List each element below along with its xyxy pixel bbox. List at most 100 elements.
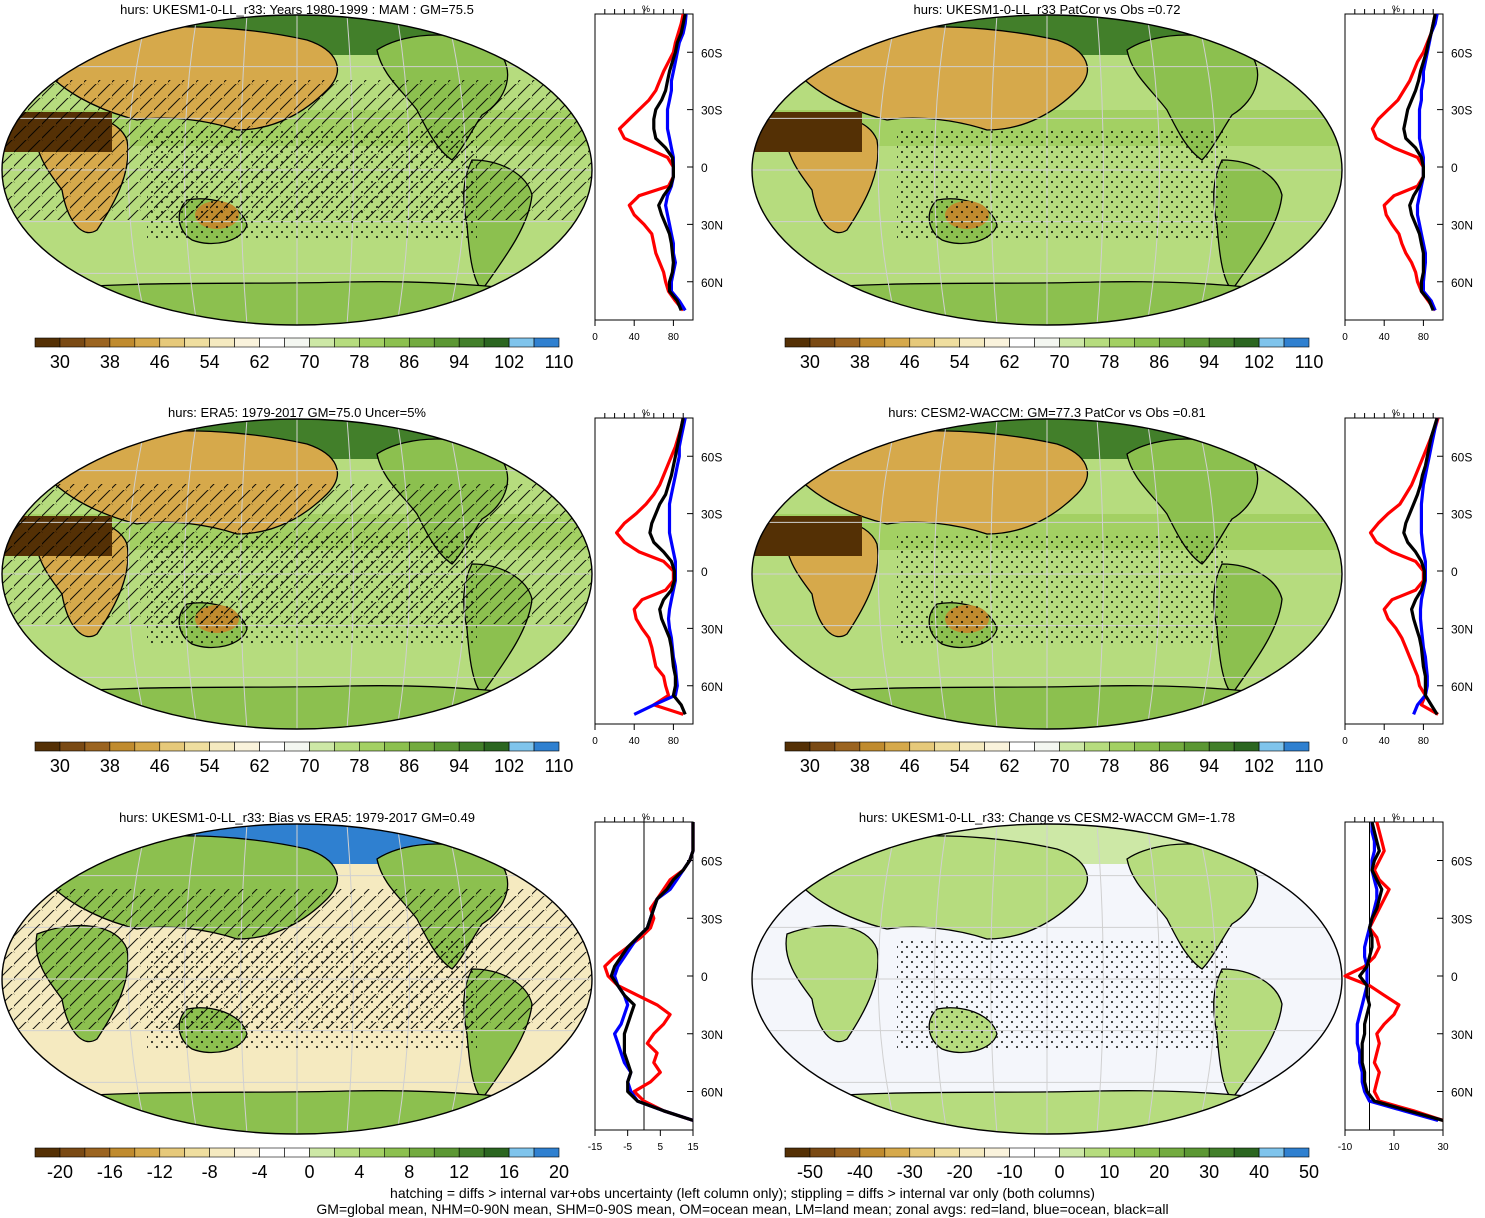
colorbar-label: -20: [947, 1162, 973, 1182]
map-outline: [1, 14, 593, 326]
panel-5: hurs: UKESM1-0-LL_r33: Bias vs ERA5: 197…: [1, 810, 723, 1182]
colorbar-label: 62: [1000, 756, 1020, 776]
colorbar-label: 62: [1000, 352, 1020, 372]
colorbar-swatch: [334, 741, 360, 752]
colorbar-swatch: [1009, 1147, 1035, 1158]
latitude-label: 0: [1451, 161, 1458, 175]
colorbar-label: 0: [304, 1162, 314, 1182]
colorbar-swatch: [884, 1147, 911, 1158]
colorbar-label: -4: [252, 1162, 268, 1182]
latitude-label: 60N: [1451, 1086, 1473, 1100]
colorbar-label: 102: [494, 756, 524, 776]
colorbar-label: 70: [299, 352, 319, 372]
colorbar-swatch: [909, 337, 936, 348]
colorbar-label: 94: [449, 352, 469, 372]
panel-1: hurs: UKESM1-0-LL_r33: Years 1980-1999 :…: [1, 2, 723, 372]
colorbar-label: 16: [499, 1162, 519, 1182]
colorbar-swatch: [234, 741, 260, 752]
latitude-label: 60N: [701, 680, 723, 694]
latitude-label: 30N: [701, 622, 723, 636]
colorbar-label: 30: [800, 756, 820, 776]
colorbar-swatch: [1233, 1147, 1260, 1158]
colorbar-label: 94: [449, 756, 469, 776]
colorbar-swatch: [1208, 337, 1235, 348]
colorbar-swatch: [784, 741, 811, 752]
colorbar-swatch: [834, 337, 861, 348]
latitude-label: 60S: [1451, 46, 1472, 60]
colorbar-swatch: [1009, 741, 1035, 752]
colorbar-swatch: [134, 1147, 161, 1158]
colorbar-label: 8: [404, 1162, 414, 1182]
colorbar-label: 50: [1299, 1162, 1319, 1182]
zonal-mean-plot: % -15 -5 5 15 60N 30N 0 30S 60S: [588, 812, 723, 1153]
latitude-label: 30N: [701, 1028, 723, 1042]
colorbar-swatch: [1183, 741, 1210, 752]
latitude-label: 0: [701, 161, 708, 175]
latitude-label: 60S: [1451, 450, 1472, 464]
colorbar-swatch: [859, 1147, 886, 1158]
colorbar-swatch: [1258, 741, 1285, 752]
panel-4: hurs: CESM2-WACCM: GM=77.3 PatCor vs Obs…: [751, 405, 1473, 776]
x-tick-label: 0: [592, 736, 598, 747]
series-line-land: [603, 822, 695, 1122]
x-tick-label: 80: [1418, 736, 1430, 747]
colorbar-swatch: [259, 1147, 285, 1158]
colorbar-label: 110: [545, 352, 574, 372]
colorbar-swatch: [309, 337, 335, 348]
colorbar-swatch: [159, 741, 186, 752]
latitude-label: 30S: [701, 104, 722, 118]
colorbar-swatch: [959, 337, 985, 348]
stippling-overlay: [147, 534, 477, 644]
zonal-unit-label: %: [642, 812, 650, 822]
colorbar-label: 110: [545, 756, 574, 776]
series-line-all: [652, 13, 687, 312]
colorbar-swatch: [433, 1147, 460, 1158]
colorbar-swatch: [533, 1147, 560, 1158]
colorbar-swatch: [1084, 1147, 1110, 1158]
colorbar-swatch: [1009, 337, 1035, 348]
colorbar-label: 94: [1199, 352, 1219, 372]
colorbar-swatch: [109, 1147, 136, 1158]
colorbar-swatch: [1134, 741, 1160, 752]
colorbar-swatch: [1059, 1147, 1085, 1158]
latitude-label: 30S: [701, 508, 722, 522]
latitude-label: 60S: [701, 46, 722, 60]
map-outline: [1, 418, 593, 730]
colorbar-swatch: [359, 1147, 385, 1158]
latitude-label: 60N: [701, 276, 723, 290]
colorbar-label: 38: [100, 756, 120, 776]
colorbar-swatch: [384, 1147, 410, 1158]
colorbar-label: 4: [354, 1162, 364, 1182]
latitude-label: 0: [701, 565, 708, 579]
colorbar-label: 102: [1244, 756, 1274, 776]
stippling-overlay: [897, 130, 1227, 240]
panel-title: hurs: ERA5: 1979-2017 GM=75.0 Uncer=5%: [168, 405, 426, 420]
colorbar-swatch: [1084, 741, 1110, 752]
colorbar-swatch: [1258, 1147, 1285, 1158]
series-line-all: [648, 417, 687, 716]
colorbar-label: 94: [1199, 756, 1219, 776]
colorbar-swatch: [84, 337, 111, 348]
colorbar-swatch: [984, 337, 1010, 348]
latitude-label: 60S: [1451, 855, 1472, 869]
panel-title: hurs: UKESM1-0-LL_r33: Bias vs ERA5: 197…: [119, 810, 475, 825]
colorbar-swatch: [109, 337, 136, 348]
colorbar-swatch: [433, 337, 460, 348]
series-line-ocean: [612, 822, 695, 1122]
colorbar-label: 86: [399, 756, 419, 776]
x-tick-label: 40: [1379, 736, 1391, 747]
x-tick-label: 40: [629, 736, 641, 747]
colorbar-swatch: [259, 337, 285, 348]
colorbar-swatch: [458, 741, 485, 752]
x-tick-label: -15: [588, 1142, 603, 1153]
latitude-label: 30S: [1451, 912, 1472, 926]
colorbar-label: 20: [1149, 1162, 1169, 1182]
colorbar-swatch: [533, 741, 560, 752]
map-outline: [751, 418, 1343, 730]
colorbar-swatch: [1134, 337, 1160, 348]
colorbar-swatch: [234, 337, 260, 348]
colorbar-label: 30: [1199, 1162, 1219, 1182]
colorbar-swatch: [384, 337, 410, 348]
latitude-label: 60N: [1451, 276, 1473, 290]
map-field: [2, 15, 592, 325]
